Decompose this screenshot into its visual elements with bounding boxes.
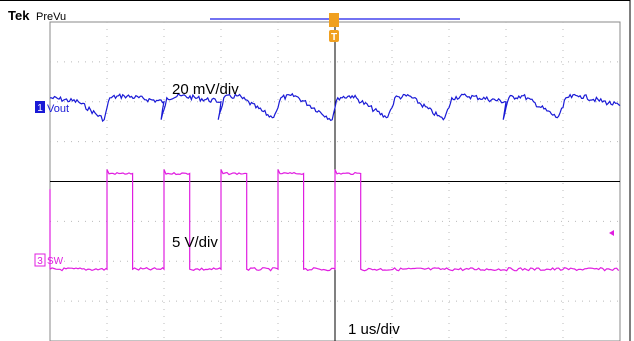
channel-1-number: 1 — [37, 103, 43, 114]
channel-3-badge — [34, 253, 46, 267]
vout-trace — [49, 92, 621, 123]
sw-trace — [49, 169, 620, 272]
trigger-marker[interactable]: T — [329, 13, 339, 43]
channel-3-label: SW — [47, 256, 64, 267]
channel-1-label: Vout — [47, 103, 69, 115]
mode-label: PreVu — [36, 11, 66, 23]
channel-3-marker[interactable]: 3 — [34, 253, 46, 267]
timebase-label: 1 us/div — [348, 321, 400, 338]
traces — [49, 92, 621, 272]
channel-1-badge — [35, 101, 45, 113]
channel-1-marker[interactable]: 1 — [35, 101, 45, 114]
channel-3-scale-label: 5 V/div — [172, 234, 218, 251]
trigger-point-icon — [329, 30, 339, 42]
channel-1-scale-label: 20 mV/div — [172, 81, 239, 98]
channel-3-number: 3 — [37, 256, 43, 267]
brand-label: Tek — [8, 8, 30, 23]
trigger-marker-label: T — [331, 32, 337, 43]
channel-3-offset-icon — [609, 230, 614, 236]
trigger-position-icon — [329, 13, 339, 27]
